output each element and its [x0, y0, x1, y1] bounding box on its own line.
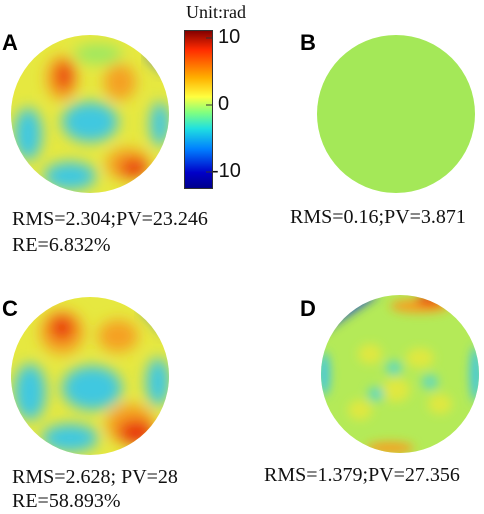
panel-label-c: C: [2, 296, 18, 321]
map-d-red-top: [416, 295, 444, 305]
panel-c-stats-line2: RE=58.893%: [12, 490, 121, 512]
map-d-spot-5: [348, 400, 372, 420]
panel-label-b: B: [300, 30, 316, 55]
map-a-cyan-center: [62, 102, 118, 142]
map-d-cyan-1: [386, 361, 402, 375]
map-c-cyan-left: [14, 364, 46, 420]
map-a-green-top: [74, 44, 122, 64]
colorbar-tick-label-minus-10: -10: [212, 160, 241, 182]
map-d-spot-3: [382, 378, 410, 402]
map-a-cyan-bottom: [44, 162, 96, 190]
map-d-base: [321, 295, 479, 453]
map-c-cyan-center: [62, 366, 122, 410]
map-c-red-left: [50, 316, 74, 340]
map-c-orange-right: [98, 320, 138, 352]
map-c-red-bottom: [118, 420, 154, 444]
map-c-cyan-right: [146, 358, 169, 406]
map-a-red-left: [56, 62, 72, 90]
panel-a-stats-line1: RMS=2.304;PV=23.246: [12, 208, 208, 230]
map-d-cyan-3: [368, 387, 384, 401]
panel-a-stats-line2: RE=6.832%: [12, 234, 111, 256]
map-d-spot-2: [406, 348, 434, 368]
phase-map-b: [317, 35, 475, 193]
phase-map-a: [11, 35, 169, 193]
map-a-red-bottom: [120, 159, 148, 177]
map-d-cyan-right: [470, 346, 479, 402]
colorbar: [184, 30, 213, 189]
colorbar-unit-label: Unit:rad: [186, 2, 246, 22]
map-a-cyan-left: [14, 108, 42, 160]
panel-label-d: D: [300, 296, 316, 321]
map-d-orange-bottom: [366, 442, 414, 453]
phase-map-d: [321, 295, 479, 453]
phase-map-c: [11, 297, 169, 455]
map-a-orange-right: [104, 64, 136, 100]
map-d-blue-top-right: [454, 295, 479, 324]
panel-d-stats-line1: RMS=1.379;PV=27.356: [264, 464, 460, 486]
panel-label-a: A: [2, 30, 18, 55]
map-c-cyan-bottom: [42, 424, 98, 452]
map-a-cyan-right: [150, 102, 169, 146]
map-b-disc: [317, 35, 475, 193]
panel-b-stats-line1: RMS=0.16;PV=3.871: [290, 206, 466, 228]
map-d-spot-1: [358, 344, 382, 364]
map-d-cyan-2: [422, 375, 438, 389]
colorbar-gradient: [184, 30, 213, 189]
map-d-spot-4: [428, 394, 452, 414]
colorbar-tick-label-10: 10: [218, 26, 241, 48]
map-d-cyan-left: [321, 352, 330, 396]
panel-c-stats-line1: RMS=2.628; PV=28: [12, 466, 178, 488]
colorbar-tick-label-0: 0: [218, 93, 230, 115]
